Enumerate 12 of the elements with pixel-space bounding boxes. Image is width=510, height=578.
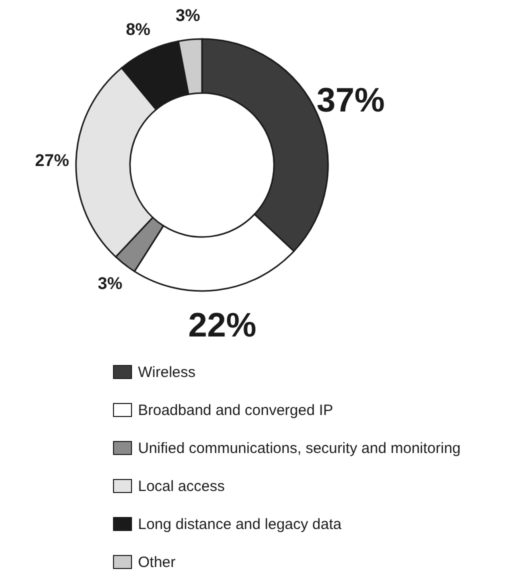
data-label: 8% <box>126 20 150 39</box>
data-label: 3% <box>176 6 200 26</box>
data-label: 27% <box>35 150 70 170</box>
legend-label: Wireless <box>138 364 196 380</box>
legend-label: Unified communications, security and monitoring <box>138 440 461 456</box>
data-label: 3% <box>98 274 122 294</box>
legend-label: Long distance and legacy data <box>138 516 342 532</box>
data-label: 22% <box>188 306 256 345</box>
data-label: 37% <box>316 82 385 120</box>
legend-label: Other <box>138 554 176 570</box>
legend-label: Broadband and converged IP <box>138 402 334 418</box>
legend-label: Local access <box>138 478 225 494</box>
